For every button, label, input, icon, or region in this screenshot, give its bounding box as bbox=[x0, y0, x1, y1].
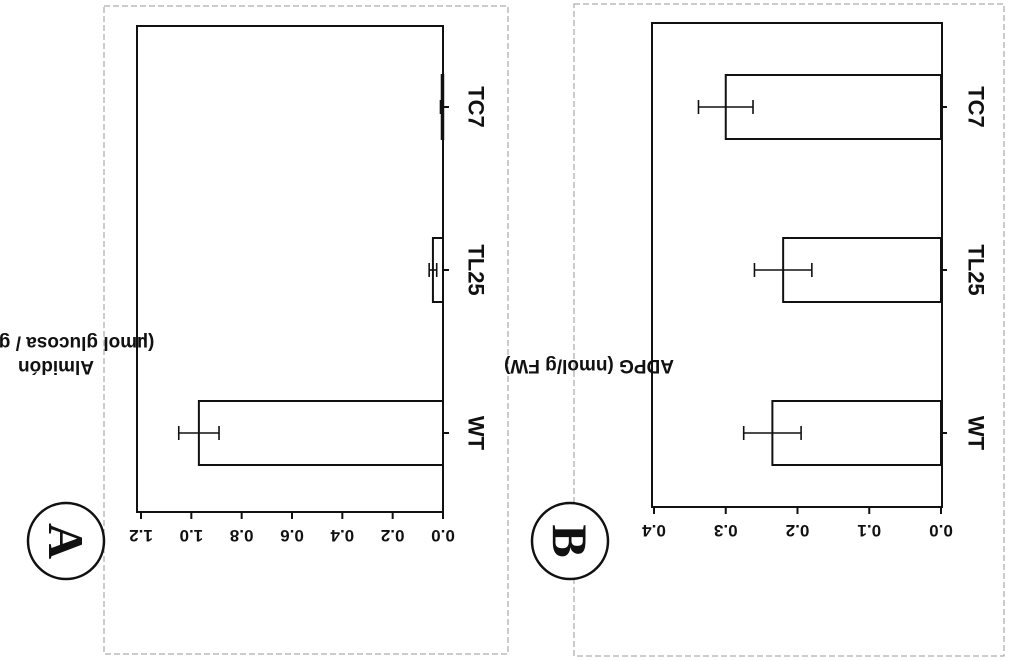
panel-a-tick-label: 0.2 bbox=[381, 526, 405, 545]
panel-b-category-tc7: TC7 bbox=[964, 86, 989, 128]
panel-a-tick-label: 1.2 bbox=[129, 526, 153, 545]
panel-b-frame bbox=[573, 3, 1005, 657]
panel-b-category-tl25: TL25 bbox=[964, 244, 989, 295]
panel-b-category-labels: WT TL25 TC7 bbox=[941, 86, 989, 451]
panel-a-tick-label: 0.8 bbox=[230, 526, 254, 545]
panel-a-category-labels: WT TL25 TC7 bbox=[443, 86, 489, 451]
panel-a-tick-label: 0.6 bbox=[280, 526, 304, 545]
panel-a: 0.0 0.2 0.4 0.6 0.8 1.0 1.2 WT TL25 TC7 Almidón … bbox=[0, 25, 489, 581]
panel-a-badge-circle bbox=[26, 501, 106, 581]
panel-b: 0.0 0.1 0.2 0.3 0.4 WT TL25 TC7 ADPG (nmol/g F… bbox=[504, 22, 989, 581]
panel-b-y-axis: 0.0 0.1 0.2 0.3 0.4 bbox=[642, 507, 953, 540]
panel-b-tick-label: 0.2 bbox=[786, 521, 810, 540]
panel-b-tick-label: 0.4 bbox=[642, 521, 666, 540]
panel-a-bar-wt bbox=[197, 400, 444, 466]
panel-a-badge: A bbox=[26, 501, 106, 581]
panel-b-tick-label: 0.0 bbox=[929, 521, 953, 540]
panel-b-badge: B bbox=[530, 501, 610, 581]
panel-a-category-wt: WT bbox=[464, 416, 489, 451]
panel-b-tick-label: 0.1 bbox=[857, 521, 881, 540]
panel-b-y-label-line1: ADPG (nmol/g FW) bbox=[504, 355, 674, 376]
panel-a-y-label-line2: (µmol glucosa / g FW) bbox=[0, 332, 154, 353]
panel-b-category-wt: WT bbox=[964, 416, 989, 451]
panel-a-frame bbox=[103, 5, 509, 655]
panel-b-y-label: ADPG (nmol/g FW) bbox=[504, 355, 674, 376]
panel-b-badge-circle bbox=[530, 501, 610, 581]
panel-b-bar-tc7 bbox=[724, 74, 942, 140]
panel-a-badge-letter: A bbox=[38, 523, 94, 559]
panel-a-tick-label: 0.4 bbox=[330, 526, 354, 545]
panel-b-tick-label: 0.3 bbox=[714, 521, 738, 540]
panel-a-y-label-line1: Almidón bbox=[18, 356, 94, 377]
panel-a-bars bbox=[177, 74, 445, 466]
panel-b-bars bbox=[697, 74, 943, 466]
panel-a-y-label: Almidón (µmol glucosa / g FW) bbox=[0, 332, 154, 377]
panel-a-y-axis: 0.0 0.2 0.4 0.6 0.8 1.0 1.2 bbox=[129, 512, 455, 545]
panel-b-badge-letter: B bbox=[542, 524, 598, 557]
panel-a-category-tl25: TL25 bbox=[464, 244, 489, 295]
panel-a-tick-label: 0.0 bbox=[431, 526, 455, 545]
panel-a-category-tc7: TC7 bbox=[464, 86, 489, 128]
panel-a-tick-label: 1.0 bbox=[180, 526, 204, 545]
